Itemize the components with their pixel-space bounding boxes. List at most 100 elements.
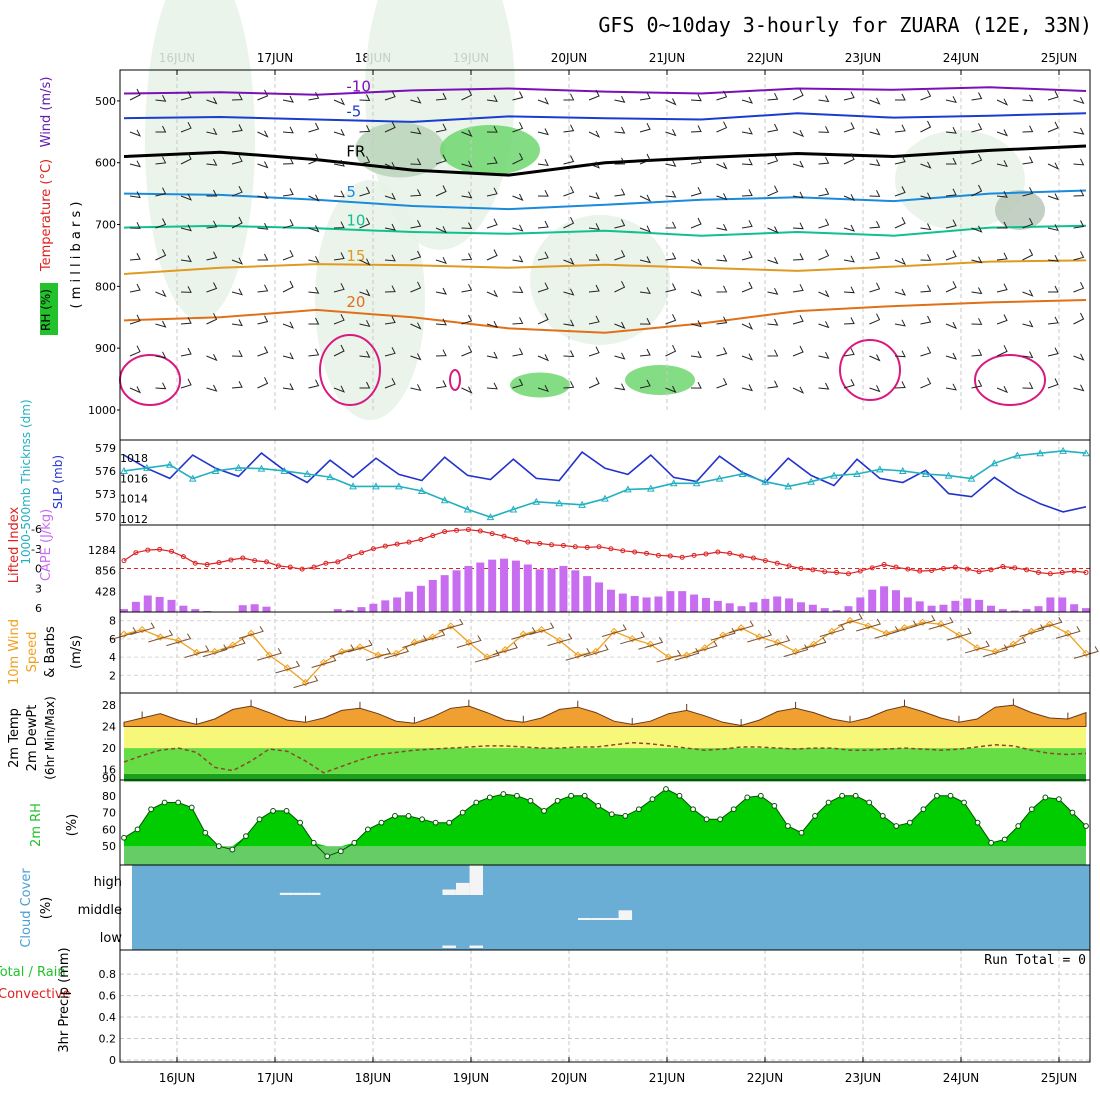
wind-barb [359, 320, 371, 328]
wind-barb [843, 255, 855, 263]
contour-line [123, 299, 1087, 334]
thickness-marker [532, 497, 541, 505]
wind-barb [818, 249, 830, 261]
lifted-marker [347, 554, 353, 560]
lifted-marker [264, 559, 270, 565]
lifted-marker [537, 540, 543, 546]
thickness-marker [326, 473, 334, 481]
wind-barb [767, 92, 779, 101]
lifted-marker [786, 563, 792, 569]
lifted-marker [192, 560, 198, 566]
wind-barb [639, 194, 652, 202]
thickness-tick: 570 [95, 511, 116, 524]
wind-barb [1047, 121, 1059, 133]
cape-bar [654, 596, 663, 612]
thickness-marker [1036, 449, 1045, 457]
wind-barb [486, 218, 498, 229]
lifted-marker [703, 551, 709, 557]
wind-barb [971, 92, 983, 101]
rh2m-marker [310, 839, 317, 846]
wind-barb [333, 98, 346, 106]
wind-barb [1047, 316, 1059, 325]
wind-barb [410, 281, 422, 293]
wind-barb [869, 282, 881, 293]
wind-barb [129, 252, 141, 261]
cape-bar [523, 564, 532, 612]
wind-barb [1047, 224, 1059, 232]
thickness-marker [143, 463, 151, 471]
wind-barb [1073, 384, 1085, 392]
contour-label: -10 [346, 78, 371, 96]
cape-bar [488, 559, 497, 612]
cape-bar [1082, 608, 1090, 612]
lifted-marker [739, 553, 745, 559]
wind-barb [792, 222, 804, 230]
wind-barb [690, 156, 702, 165]
wind-barb [767, 154, 779, 165]
cape-bar [927, 605, 936, 612]
wind-barb [435, 123, 447, 133]
wind-barb [155, 249, 167, 261]
wind-barb [588, 130, 601, 138]
cape-bar [500, 558, 509, 612]
wind-barb [920, 89, 932, 101]
wind-barb [614, 321, 626, 329]
wind-barb [690, 289, 703, 297]
wind-barb [971, 256, 983, 264]
wind-barb [1073, 281, 1085, 293]
lifted-marker [929, 567, 935, 573]
lifted-marker [608, 546, 614, 552]
contour-line [123, 189, 1087, 211]
rh2m-marker [270, 807, 276, 814]
wind-barb [410, 189, 422, 197]
wind-barb [920, 254, 932, 261]
cape-bar [143, 595, 152, 612]
cape-bar [713, 600, 722, 612]
wind-barb [486, 382, 498, 390]
lifted-tick: 0 [35, 563, 42, 576]
thickness-marker [990, 459, 999, 467]
wind-barb [461, 345, 473, 357]
wind-barb [384, 377, 396, 389]
slp-label: SLP (mb) [51, 455, 65, 509]
wind-barb [486, 290, 499, 298]
rh2m-marker [730, 806, 737, 813]
cape-tick: 856 [95, 565, 116, 578]
wind-barb [1073, 127, 1085, 135]
wind-barb [767, 123, 779, 133]
wind-barb [384, 347, 396, 357]
cape-bar [416, 585, 425, 612]
wind-barb [971, 379, 983, 389]
lifted-marker [1059, 569, 1065, 575]
thickness-marker [624, 485, 632, 493]
thickness-marker [165, 460, 174, 468]
lifted-marker [477, 528, 483, 534]
lifted-marker [311, 564, 317, 570]
lifted-marker [822, 569, 828, 575]
wind10-barb [964, 640, 990, 654]
wind-barb [461, 253, 473, 261]
wind-barb [792, 89, 804, 101]
lifted-marker [584, 544, 590, 550]
cape-bar [393, 597, 402, 612]
cloud-cell [591, 918, 605, 920]
wind-barb [461, 386, 473, 394]
wind-barb [308, 194, 320, 202]
rh2m-marker [581, 792, 588, 799]
cape-bar [1010, 610, 1019, 612]
wind-barb [257, 192, 269, 200]
cape-bar [986, 605, 995, 612]
wind-barb [792, 129, 805, 138]
wind-barb [639, 122, 651, 133]
wind10-line [123, 619, 1087, 684]
contour-line [123, 86, 1087, 96]
lifted-marker [430, 533, 436, 539]
rh2m-tick: 80 [102, 790, 116, 803]
cloud-cell [577, 918, 592, 920]
lifted-marker [750, 555, 756, 561]
wind-barb [333, 385, 346, 393]
wind-barb [308, 317, 320, 325]
cape-bar [583, 576, 592, 612]
wind-barb [333, 252, 345, 261]
wind-barb [665, 385, 677, 393]
